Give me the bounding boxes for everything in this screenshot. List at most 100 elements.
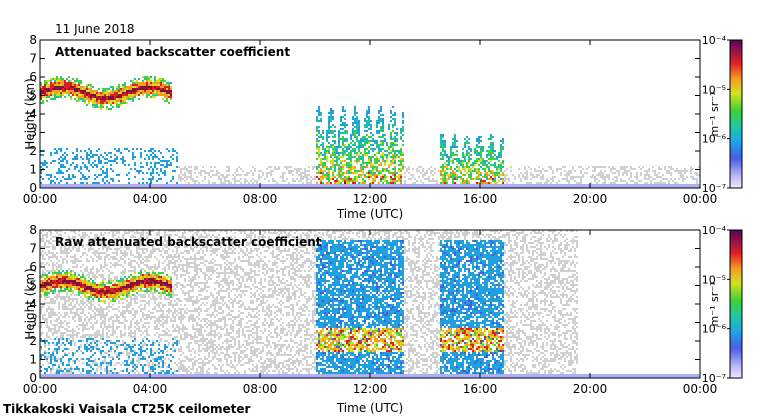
noise-cell bbox=[116, 248, 118, 250]
heatmap-cell bbox=[462, 162, 464, 164]
heatmap-cell bbox=[330, 144, 332, 146]
heatmap-cell bbox=[54, 282, 56, 284]
heatmap-cell bbox=[100, 92, 102, 94]
heatmap-cell bbox=[110, 94, 112, 96]
heatmap-cell bbox=[148, 168, 150, 170]
noise-cell bbox=[110, 326, 112, 328]
heatmap-cell bbox=[476, 160, 478, 162]
heatmap-cell bbox=[112, 298, 114, 300]
heatmap-cell bbox=[476, 144, 478, 146]
noise-cell bbox=[86, 298, 88, 300]
heatmap-cell bbox=[112, 170, 114, 172]
noise-cell bbox=[118, 230, 120, 232]
heatmap-cell bbox=[40, 102, 42, 104]
heatmap-cell bbox=[356, 112, 358, 114]
heatmap-cell bbox=[338, 164, 340, 166]
heatmap-cell bbox=[322, 154, 324, 156]
heatmap-cell bbox=[128, 276, 130, 278]
noise-cell bbox=[598, 174, 600, 176]
noise-cell bbox=[94, 316, 96, 318]
noise-cell bbox=[132, 332, 134, 334]
noise-cell bbox=[68, 348, 70, 350]
heatmap-cell bbox=[460, 164, 462, 166]
heatmap-cell bbox=[92, 94, 94, 96]
heatmap-cell bbox=[118, 150, 120, 152]
heatmap-cell bbox=[328, 118, 330, 120]
noise-cell bbox=[272, 180, 274, 182]
noise-cell bbox=[50, 256, 52, 258]
heatmap-cell bbox=[44, 282, 46, 284]
noise-cell bbox=[110, 244, 112, 246]
noise-cell bbox=[48, 302, 50, 304]
heatmap-cell bbox=[92, 282, 94, 284]
heatmap-cell bbox=[440, 142, 442, 144]
heatmap-cell bbox=[358, 130, 360, 132]
heatmap-cell bbox=[54, 80, 56, 82]
heatmap-cell bbox=[42, 164, 44, 166]
heatmap-cell bbox=[326, 138, 328, 140]
heatmap-cell bbox=[460, 162, 462, 164]
heatmap-cell bbox=[318, 156, 320, 158]
heatmap-cell bbox=[70, 80, 72, 82]
noise-cell bbox=[104, 260, 106, 262]
heatmap-cell bbox=[352, 130, 354, 132]
heatmap-cell bbox=[152, 170, 154, 172]
heatmap-cell bbox=[60, 278, 62, 280]
heatmap-cell bbox=[72, 94, 74, 96]
heatmap-cell bbox=[76, 286, 78, 288]
heatmap-cell bbox=[160, 90, 162, 92]
heatmap-cell bbox=[46, 274, 48, 276]
heatmap-cell bbox=[52, 354, 54, 356]
heatmap-cell bbox=[326, 150, 328, 152]
noise-cell bbox=[132, 230, 134, 232]
heatmap-cell bbox=[362, 180, 364, 182]
heatmap-cell bbox=[458, 176, 460, 178]
heatmap-cell bbox=[96, 292, 98, 294]
noise-cell bbox=[108, 356, 110, 358]
heatmap-cell bbox=[82, 290, 84, 292]
heatmap-cell bbox=[354, 168, 356, 170]
heatmap-cell bbox=[58, 78, 60, 80]
heatmap-cell bbox=[168, 84, 170, 86]
heatmap-cell bbox=[62, 158, 64, 160]
noise-cell bbox=[134, 294, 136, 296]
heatmap-cell bbox=[386, 170, 388, 172]
heatmap-cell bbox=[386, 142, 388, 144]
heatmap-cell bbox=[150, 92, 152, 94]
noise-cell bbox=[116, 344, 118, 346]
heatmap-cell bbox=[342, 154, 344, 156]
heatmap-cell bbox=[102, 288, 104, 290]
heatmap-cell bbox=[388, 126, 390, 128]
noise-cell bbox=[578, 166, 580, 168]
heatmap-cell bbox=[118, 354, 120, 356]
heatmap-cell bbox=[100, 290, 102, 292]
heatmap-cell bbox=[496, 174, 498, 176]
heatmap-cell bbox=[362, 162, 364, 164]
noise-cell bbox=[126, 320, 128, 322]
noise-cell bbox=[300, 178, 302, 180]
noise-cell bbox=[128, 248, 130, 250]
noise-cell bbox=[306, 176, 308, 178]
noise-cell bbox=[428, 176, 430, 178]
heatmap-cell bbox=[502, 146, 504, 148]
heatmap-cell bbox=[70, 92, 72, 94]
heatmap-cell bbox=[360, 164, 362, 166]
heatmap-cell bbox=[366, 122, 368, 124]
heatmap-cell bbox=[128, 178, 130, 180]
heatmap-cell bbox=[118, 284, 120, 286]
heatmap-cell bbox=[154, 78, 156, 80]
heatmap-cell bbox=[400, 182, 402, 184]
heatmap-cell bbox=[128, 182, 130, 184]
noise-cell bbox=[66, 294, 68, 296]
heatmap-cell bbox=[176, 158, 178, 160]
heatmap-cell bbox=[468, 152, 470, 154]
heatmap-cell bbox=[402, 140, 404, 142]
heatmap-cell bbox=[116, 102, 118, 104]
noise-cell bbox=[694, 178, 696, 180]
heatmap-cell bbox=[496, 182, 498, 184]
heatmap-cell bbox=[46, 88, 48, 90]
heatmap-cell bbox=[394, 178, 396, 180]
heatmap-cell bbox=[84, 348, 86, 350]
heatmap-cell bbox=[368, 142, 370, 144]
heatmap-cell bbox=[478, 142, 480, 144]
